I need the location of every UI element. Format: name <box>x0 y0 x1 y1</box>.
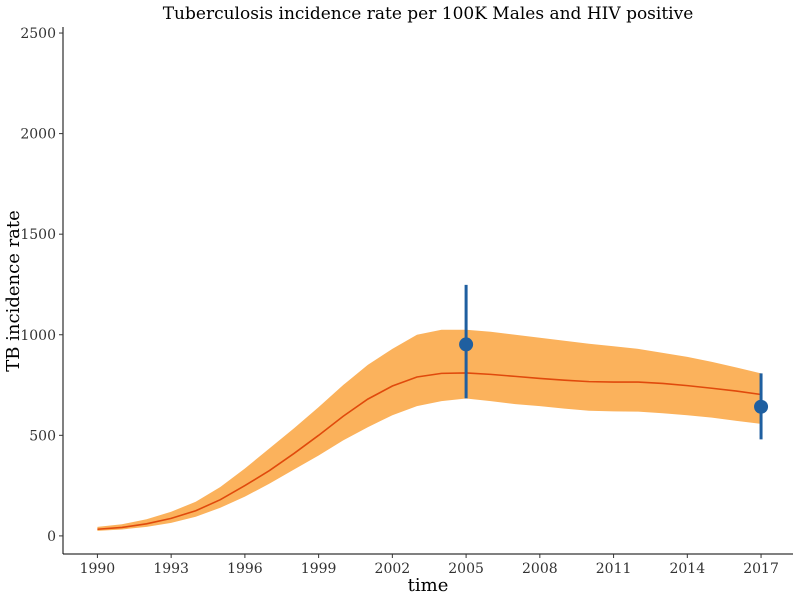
observation-point <box>459 337 474 352</box>
x-tick-label: 2017 <box>743 561 779 577</box>
y-tick-label: 1000 <box>20 328 56 344</box>
y-tick-label: 1500 <box>20 227 56 243</box>
x-tick-label: 1993 <box>153 561 189 577</box>
model-line <box>97 372 762 531</box>
x-tick-label: 2008 <box>522 561 558 577</box>
x-tick-label: 1996 <box>227 561 263 577</box>
x-tick-label: 2014 <box>669 561 705 577</box>
y-tick-label: 2000 <box>20 127 56 143</box>
y-tick-label: 0 <box>47 529 56 545</box>
x-tick-label: 2005 <box>448 561 484 577</box>
uncertainty-band <box>97 329 762 531</box>
y-axis-label: TB incidence rate <box>3 210 24 372</box>
x-axis-label: time <box>408 575 449 596</box>
observation-point <box>754 399 769 414</box>
chart-title: Tuberculosis incidence rate per 100K Mal… <box>163 4 694 24</box>
plot-area: 0 500 1000 1500 2000 2500 1990 1993 1996 1999 2002… <box>20 26 793 577</box>
y-tick-label: 2500 <box>20 26 56 42</box>
y-tick-label: 500 <box>29 428 56 444</box>
x-tick-label: 2011 <box>596 561 632 577</box>
x-tick-label: 1999 <box>301 561 337 577</box>
x-tick-label: 2002 <box>375 561 411 577</box>
x-tick-label: 1990 <box>80 561 116 577</box>
